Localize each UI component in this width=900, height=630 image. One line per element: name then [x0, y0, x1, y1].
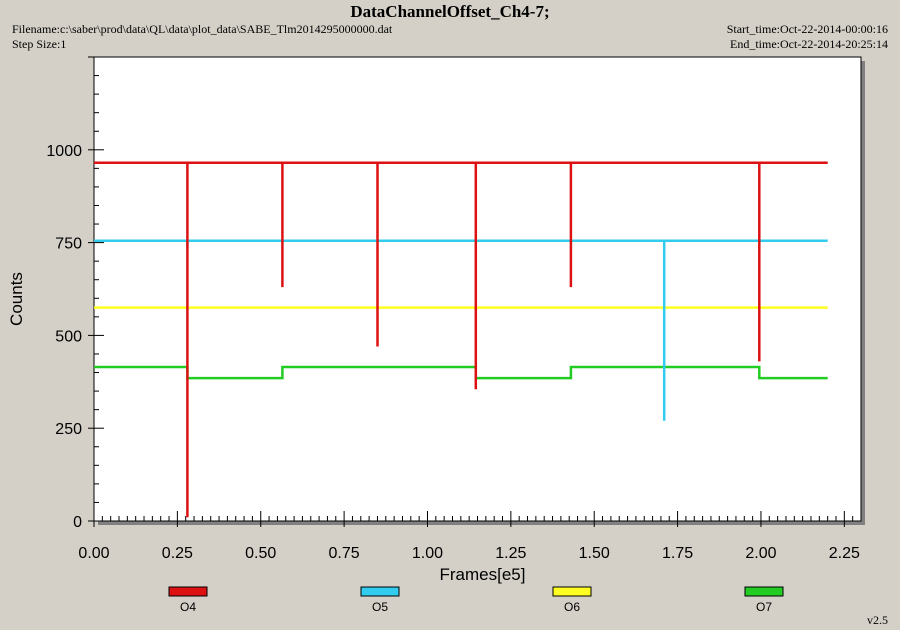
file-info: Filename:c:\saber\prod\data\QL\data\plot… [12, 22, 392, 52]
legend-swatch-o5 [360, 586, 400, 597]
x-tick-label: 2.00 [745, 545, 776, 562]
x-tick-label: 1.25 [495, 545, 526, 562]
x-axis-label: Frames[e5] [440, 565, 526, 584]
x-tick-label: 2.25 [829, 545, 860, 562]
start-time-text: Start_time:Oct-22-2014-00:00:16 [726, 22, 888, 36]
legend-swatch-o7 [744, 586, 784, 597]
y-axis-label: Counts [7, 272, 26, 326]
time-info: Start_time:Oct-22-2014-00:00:16 End_time… [727, 22, 888, 52]
legend-label-o5: O5 [372, 600, 388, 614]
legend-label-o4: O4 [180, 600, 196, 614]
legend-swatch-o4 [168, 586, 208, 597]
version-label: v2.5 [867, 613, 888, 627]
series-line-o4 [94, 161, 828, 518]
y-tick-label: 750 [55, 236, 82, 253]
x-tick-label: 1.50 [579, 545, 610, 562]
x-tick-label: 0.50 [245, 545, 276, 562]
y-tick-label: 0 [73, 514, 82, 531]
y-tick-label: 500 [55, 328, 82, 345]
x-tick-label: 1.75 [662, 545, 693, 562]
legend-swatch-o6 [552, 586, 592, 597]
x-tick-label: 1.00 [412, 545, 443, 562]
legend-label-o6: O6 [564, 600, 580, 614]
y-tick-label: 250 [55, 421, 82, 438]
filename-text: Filename:c:\saber\prod\data\QL\data\plot… [12, 22, 393, 36]
legend-label-o7: O7 [756, 600, 772, 614]
plot-area [93, 56, 862, 522]
x-tick-label: 0.25 [162, 545, 193, 562]
x-tick-label: 0.00 [78, 545, 109, 562]
chart-title: DataChannelOffset_Ch4-7; [350, 2, 550, 21]
end-time-text: End_time:Oct-22-2014-20:25:14 [730, 37, 888, 51]
y-tick-label: 1000 [46, 143, 82, 160]
x-tick-label: 0.75 [329, 545, 360, 562]
step-size-text: Step Size:1 [12, 37, 67, 51]
